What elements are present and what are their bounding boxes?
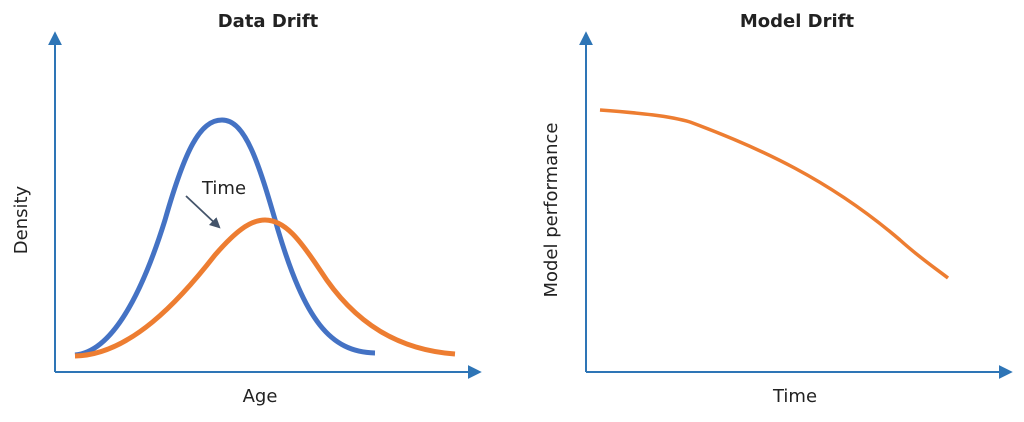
y-axis-label: Model performance (541, 122, 562, 297)
model-drift-panel: Model Drift Model performance Time (541, 11, 1013, 407)
annotation-arrow (185, 195, 221, 229)
panel-title: Model Drift (740, 11, 855, 32)
data-drift-panel: Data Drift Density Age Time (11, 11, 482, 407)
x-axis-label: Time (772, 386, 817, 407)
initial-distribution-curve (74, 117, 376, 358)
x-axis-label: Age (243, 386, 278, 407)
panel-title: Data Drift (218, 11, 319, 32)
y-axis-label: Density (11, 185, 32, 254)
performance-curve (599, 108, 950, 280)
annotation: Time (201, 178, 246, 199)
drifted-distribution-curve (74, 217, 456, 359)
